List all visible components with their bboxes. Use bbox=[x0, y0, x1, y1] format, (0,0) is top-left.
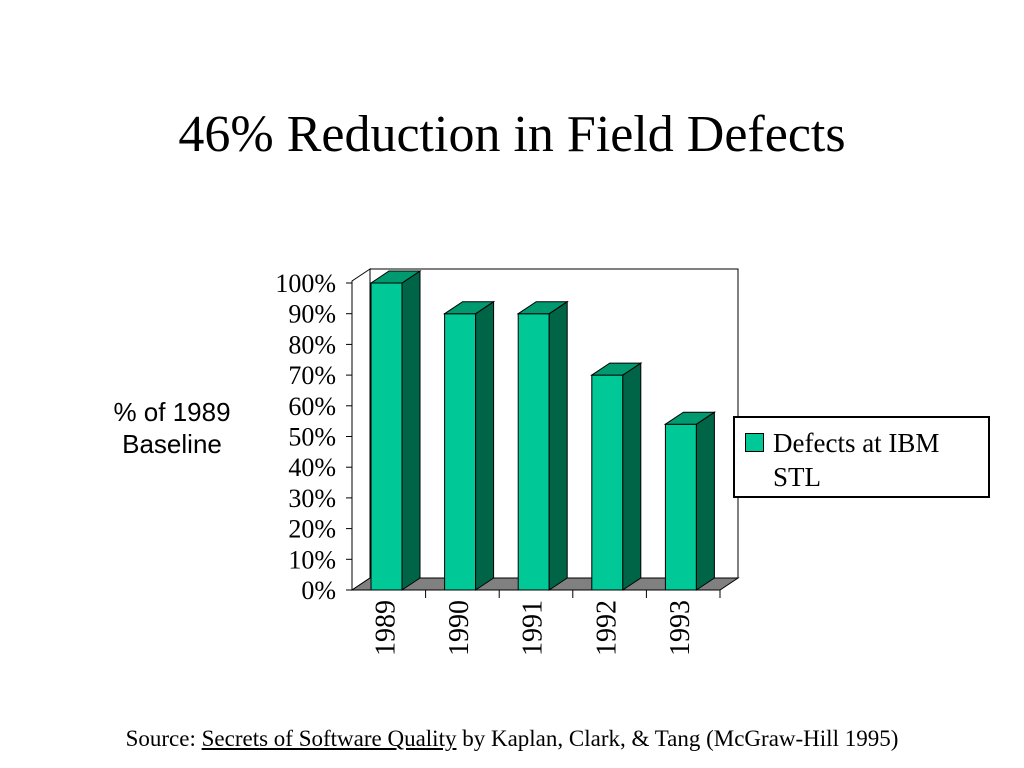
bar-top bbox=[663, 411, 717, 425]
bar-top bbox=[442, 301, 496, 315]
y-tick-label: 30% bbox=[288, 484, 336, 513]
bar-top bbox=[369, 270, 422, 284]
y-axis-label-line1: % of 1989 bbox=[113, 397, 231, 427]
x-tick-label: 1992 bbox=[591, 600, 622, 656]
y-tick-label: 10% bbox=[288, 545, 336, 574]
y-tick-label: 100% bbox=[275, 269, 336, 298]
legend-label: Defects at IBM STL bbox=[773, 428, 940, 492]
bar-side bbox=[475, 300, 495, 591]
source-authors: by Kaplan, Clark, & Tang (McGraw-Hill 19… bbox=[456, 726, 899, 751]
slide-title: 46% Reduction in Field Defects bbox=[178, 106, 846, 163]
bar-front bbox=[591, 374, 624, 591]
y-tick-label: 0% bbox=[301, 576, 336, 605]
y-tick-label: 60% bbox=[288, 392, 336, 421]
y-tick-label: 80% bbox=[288, 330, 336, 359]
y-tick-label: 20% bbox=[288, 515, 336, 544]
y-tick-label: 40% bbox=[288, 453, 336, 482]
y-axis-label-line2: Baseline bbox=[122, 429, 222, 459]
bar-front bbox=[370, 282, 403, 591]
x-tick-label: 1991 bbox=[518, 600, 549, 656]
legend-swatch bbox=[745, 433, 764, 452]
bar-side bbox=[548, 300, 568, 591]
chart-legend: Defects at IBM STL bbox=[733, 416, 990, 498]
bar-top bbox=[590, 362, 643, 376]
bar-side bbox=[695, 411, 715, 591]
y-axis-label: % of 1989 Baseline bbox=[92, 396, 252, 460]
source-citation: Source: Secrets of Software Quality by K… bbox=[0, 726, 1024, 752]
x-tick-label: 1990 bbox=[444, 600, 475, 656]
source-book-title: Secrets of Software Quality bbox=[201, 726, 457, 751]
bar-front bbox=[517, 313, 550, 591]
bar-side bbox=[401, 270, 421, 591]
y-tick-label: 50% bbox=[288, 423, 336, 452]
source-prefix: Source: bbox=[125, 726, 202, 751]
y-tick-label: 70% bbox=[288, 361, 336, 390]
bar-top bbox=[516, 301, 569, 315]
side-wall bbox=[351, 268, 371, 591]
bar-chart: 0%10%20%30%40%50%60%70%80%90%100% 1989 199… bbox=[275, 268, 740, 656]
bar-front bbox=[664, 423, 697, 591]
bar-front bbox=[444, 313, 477, 591]
bar-side bbox=[622, 362, 642, 591]
x-tick-label: 1989 bbox=[371, 600, 402, 656]
x-tick-label: 1993 bbox=[665, 600, 696, 656]
y-tick-label: 90% bbox=[288, 300, 336, 329]
